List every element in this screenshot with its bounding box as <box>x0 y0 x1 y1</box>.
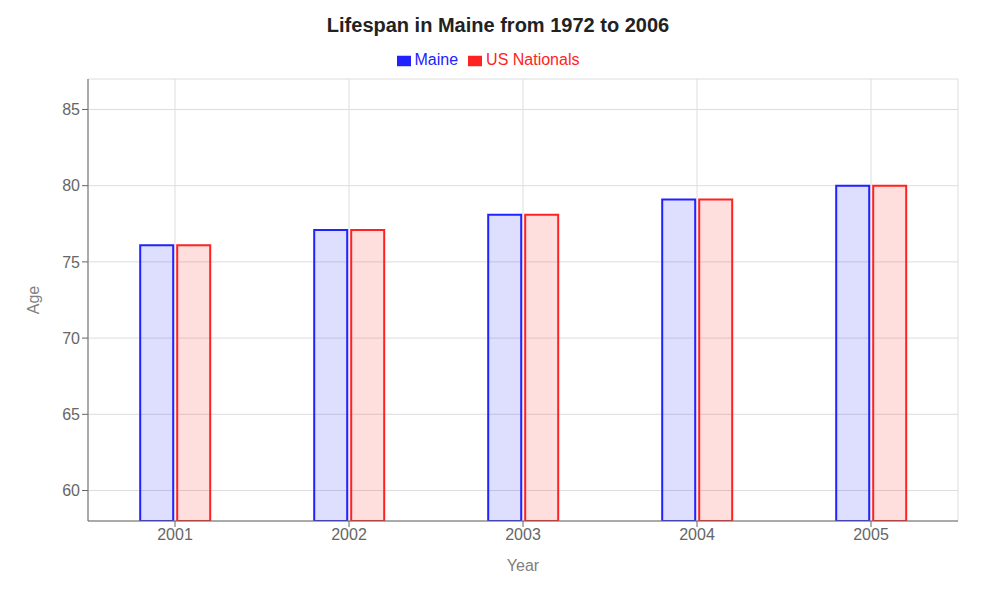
svg-text:2001: 2001 <box>157 526 193 543</box>
svg-text:2005: 2005 <box>853 526 889 543</box>
svg-text:65: 65 <box>62 406 80 423</box>
html-text:US Nationals: US Nationals <box>486 51 580 68</box>
svg-text:2004: 2004 <box>679 526 715 543</box>
svg-text:75: 75 <box>62 254 80 271</box>
svg-text:85: 85 <box>62 101 80 118</box>
svg-text:2002: 2002 <box>331 526 367 543</box>
html-text:Lifespan in Maine from 1972 to: Lifespan in Maine from 1972 to 2006 <box>326 14 670 36</box>
svg-text:Year: Year <box>507 557 540 574</box>
svg-text:80: 80 <box>62 177 80 194</box>
svg-text:Age: Age <box>25 286 42 315</box>
svg-text:70: 70 <box>62 330 80 347</box>
svg-text:60: 60 <box>62 482 80 499</box>
svg-text:2003: 2003 <box>505 526 541 543</box>
html-text:Maine: Maine <box>414 51 459 68</box>
